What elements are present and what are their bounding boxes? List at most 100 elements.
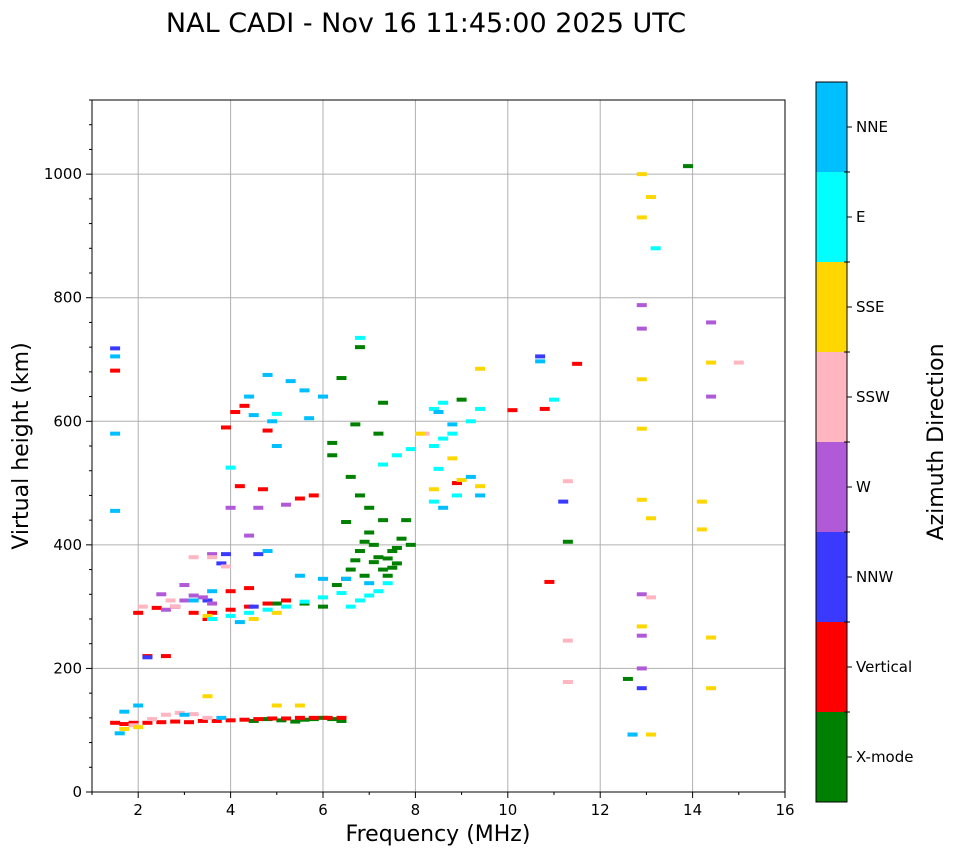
- data-point-e: [465, 419, 476, 424]
- data-point-vertical: [142, 720, 153, 725]
- data-point-w: [706, 394, 717, 399]
- data-point-nne: [234, 620, 245, 625]
- data-point-nne: [248, 413, 259, 418]
- data-point-e: [207, 617, 218, 621]
- data-point-x-mode: [391, 545, 402, 550]
- data-point-vertical: [197, 718, 208, 723]
- data-point-nne: [475, 493, 486, 498]
- data-point-nne: [285, 379, 296, 384]
- data-point-vertical: [267, 716, 278, 721]
- colorbar: X-mode Vertical NNW W SSW SSE E NNE: [815, 81, 913, 803]
- data-point-e: [364, 593, 375, 598]
- data-point-x-mode: [327, 440, 338, 445]
- y-tick-label: 400: [53, 536, 82, 554]
- data-point-ssw: [562, 479, 573, 484]
- data-point-x-mode: [382, 556, 393, 561]
- data-point-vertical: [336, 715, 347, 720]
- data-point-vertical: [230, 410, 241, 415]
- data-point-nne: [294, 573, 305, 578]
- data-point-vertical: [239, 403, 250, 408]
- data-point-nne: [535, 359, 546, 364]
- data-point-sse: [271, 610, 282, 615]
- x-tick-label: 4: [226, 801, 236, 819]
- data-point-sse: [133, 725, 144, 730]
- data-point-nnw: [220, 552, 231, 557]
- data-point-vertical: [281, 598, 292, 603]
- data-point-nne: [114, 731, 125, 736]
- data-point-w: [225, 505, 236, 510]
- x-tick-label: 2: [133, 801, 143, 819]
- colorbar-frame: [815, 81, 848, 803]
- data-point-vertical: [507, 408, 518, 413]
- data-point-x-mode: [682, 164, 693, 169]
- data-point-x-mode: [345, 474, 356, 479]
- data-point-nne: [438, 505, 449, 510]
- data-point-nne: [627, 732, 638, 737]
- data-point-x-mode: [331, 583, 342, 588]
- data-point-w: [636, 666, 647, 671]
- data-point-x-mode: [387, 565, 398, 570]
- data-point-w: [160, 607, 171, 612]
- data-point-ssw: [160, 712, 171, 717]
- data-point-nnw: [558, 499, 569, 504]
- data-point-ssw: [170, 604, 181, 609]
- data-point-x-mode: [327, 453, 338, 458]
- data-point-nne: [271, 444, 282, 448]
- data-point-w: [706, 320, 717, 325]
- data-point-vertical: [544, 579, 555, 584]
- data-point-nnw: [248, 604, 259, 609]
- data-point-x-mode: [345, 567, 356, 572]
- x-tick-label: 8: [411, 801, 421, 819]
- data-point-vertical: [234, 484, 245, 489]
- data-point-ssw: [188, 712, 199, 717]
- data-point-sse: [646, 516, 657, 521]
- data-point-x-mode: [354, 493, 365, 498]
- colorbar-tick-label: X-mode: [856, 748, 913, 766]
- colorbar-label: Azimuth Direction: [924, 343, 949, 540]
- data-point-x-mode: [373, 555, 384, 560]
- data-point-vertical: [220, 425, 231, 430]
- data-point-w: [197, 595, 208, 600]
- data-point-x-mode: [359, 539, 370, 544]
- data-point-sse: [475, 366, 486, 371]
- colorbar-tick-label: SSE: [856, 298, 885, 316]
- data-point-ssw: [562, 680, 573, 685]
- data-point-ssw: [220, 564, 231, 569]
- data-point-sse: [636, 624, 647, 629]
- data-point-e: [650, 246, 661, 251]
- data-point-vertical: [294, 496, 305, 501]
- data-point-nnw: [535, 354, 546, 359]
- colorbar-segment: [816, 712, 847, 802]
- colorbar-segment: [816, 622, 847, 712]
- data-point-ssw: [646, 595, 657, 600]
- data-point-sse: [294, 703, 305, 708]
- x-tick-label: 12: [591, 801, 610, 819]
- data-point-sse: [202, 694, 213, 699]
- data-point-nne: [364, 581, 375, 586]
- data-point-vertical: [160, 654, 171, 659]
- data-point-vertical: [225, 589, 236, 594]
- data-point-x-mode: [350, 422, 361, 427]
- data-point-e: [225, 613, 236, 618]
- data-point-vertical: [257, 487, 268, 492]
- data-point-x-mode: [391, 561, 402, 566]
- colorbar-segment: [816, 352, 847, 442]
- x-tick-label: 10: [498, 801, 517, 819]
- data-point-x-mode: [364, 530, 375, 535]
- colorbar-tick-label: SSW: [856, 388, 890, 406]
- data-point-x-mode: [378, 518, 389, 523]
- data-point-x-mode: [359, 573, 370, 578]
- data-point-ssw: [165, 598, 176, 603]
- data-point-x-mode: [318, 604, 328, 609]
- x-tick-label: 14: [683, 801, 702, 819]
- data-point-x-mode: [396, 536, 407, 541]
- data-point-e: [281, 604, 292, 609]
- x-tick-label: 16: [775, 801, 794, 819]
- data-point-x-mode: [290, 719, 301, 724]
- data-point-e: [318, 595, 328, 600]
- data-point-x-mode: [378, 567, 389, 572]
- data-point-x-mode: [368, 542, 379, 547]
- data-point-x-mode: [364, 505, 375, 510]
- data-point-vertical: [281, 716, 292, 721]
